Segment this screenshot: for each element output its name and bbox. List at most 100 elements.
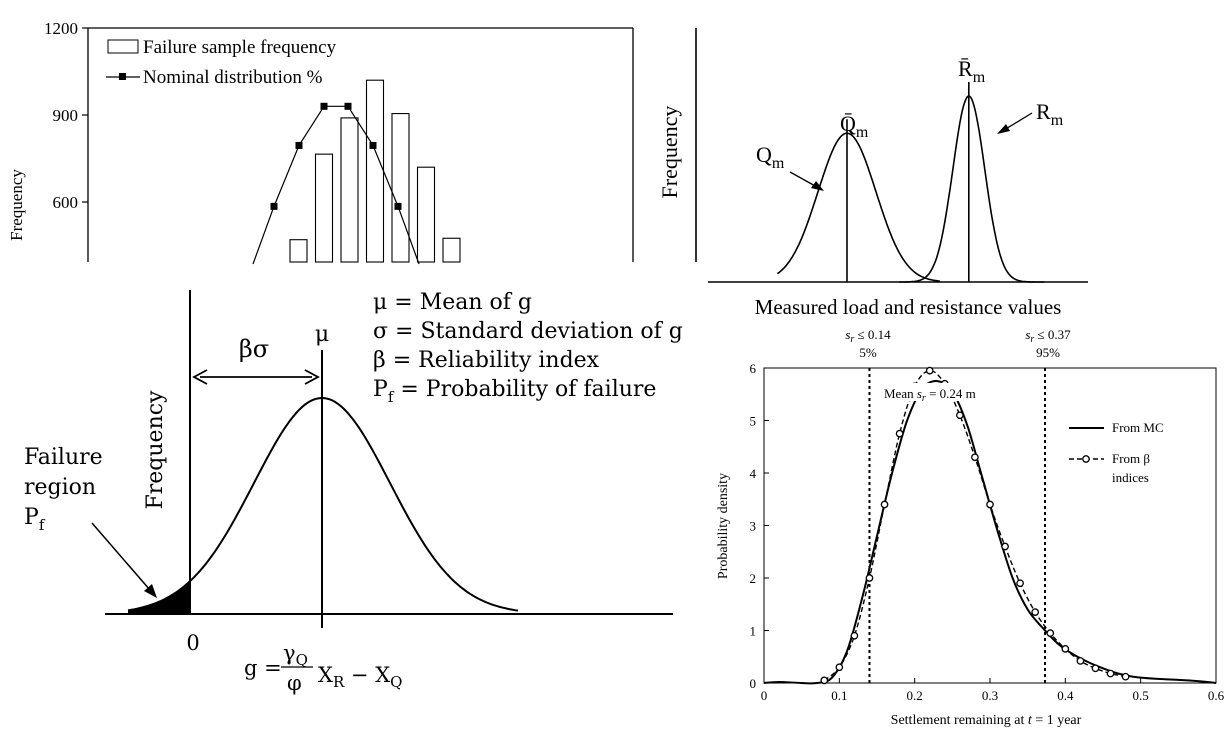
- beta-point: [956, 411, 964, 420]
- mu-label: μ: [315, 322, 329, 347]
- nominal-distribution-point: [344, 102, 352, 110]
- zero-label: 0: [186, 631, 199, 655]
- histogram-bars: [289, 79, 461, 263]
- beta-point: [820, 676, 829, 685]
- histogram-y-tick-label: 900: [53, 106, 79, 125]
- rm-curve-label: Rm: [1036, 99, 1064, 129]
- beta-point: [835, 663, 844, 672]
- nominal-distribution-point: [295, 141, 303, 149]
- lr-ylabel: Frequency: [657, 106, 682, 199]
- beta-point: [1076, 657, 1085, 665]
- def-sigma: σ = Standard deviation of g: [373, 319, 683, 344]
- formula-gamma: γQ: [283, 641, 308, 669]
- histogram-bar: [289, 239, 308, 263]
- lower-percentile-label: 5%: [859, 345, 877, 360]
- settlement-y-tick-label: 0: [750, 676, 757, 691]
- beta-point: [895, 429, 904, 438]
- legend-beta-label-1: From β: [1112, 451, 1150, 466]
- beta-point: [1001, 542, 1009, 551]
- histogram-y-tick-label: 600: [53, 193, 79, 212]
- beta-point: [971, 453, 979, 462]
- settlement-x-tick-label: 0.2: [907, 688, 923, 703]
- upper-percentile-value: sr ≤ 0.37: [1025, 327, 1071, 345]
- percentile-lines: [868, 368, 1046, 683]
- def-beta: β = Reliability index: [373, 348, 600, 373]
- settlement-y-tick-label: 5: [750, 414, 757, 429]
- histogram-bar: [314, 153, 334, 263]
- settlement-x-tick-label: 0: [761, 688, 768, 703]
- legend-bar-swatch: [107, 39, 139, 54]
- settlement-xlabel: Settlement remaining at t = 1 year: [891, 713, 1082, 728]
- histogram-y-tick-label: 1200: [44, 19, 78, 38]
- qm-mean-label: Q̄m: [840, 111, 869, 141]
- beta-point: [1016, 579, 1024, 588]
- settlement-x-tick-label: 0.4: [1057, 688, 1074, 703]
- qm-arrow-head: [811, 181, 824, 191]
- failure-region-line1: Failure: [24, 445, 103, 470]
- def-mu: μ = Mean of g: [373, 290, 532, 315]
- series-from-beta-markers: [820, 366, 1130, 685]
- settlement-x-tick-label: 0.3: [982, 688, 998, 703]
- settlement-plot-frame: [763, 367, 1217, 684]
- nominal-distribution-point: [369, 141, 377, 149]
- formula-g: g =: [244, 656, 282, 680]
- nominal-distribution-point: [320, 102, 328, 110]
- failure-region-pf: Pf: [24, 505, 46, 534]
- failure-region-pointer: [91, 522, 151, 591]
- legend-bar-label: Failure sample frequency: [143, 37, 337, 58]
- mean-annotation: Mean sr = 0.24 m: [884, 386, 976, 404]
- qm-curve-label: Qm: [756, 142, 785, 172]
- beta-point: [880, 500, 889, 509]
- nominal-distribution-line: [252, 105, 420, 265]
- beta-point: [865, 574, 874, 582]
- rm-mean-label: R̄m: [958, 56, 986, 86]
- legend-beta-label-2: indices: [1112, 470, 1149, 485]
- beta-point: [1061, 645, 1070, 653]
- histogram-ylabel: Frequency: [7, 169, 26, 241]
- beta-sigma-label: βσ: [239, 335, 269, 363]
- beta-sigma-arrow-left-head: [192, 369, 208, 385]
- lr-xlabel: Measured load and resistance values: [755, 295, 1062, 319]
- histogram-panel: 1200 900 600 Frequency Failure sample freq…: [7, 19, 634, 265]
- histogram-bar: [365, 79, 385, 263]
- rm-arrow-head: [997, 124, 1010, 134]
- beta-sigma-arrow-right-head: [304, 369, 320, 385]
- lower-percentile-value: sr ≤ 0.14: [845, 327, 891, 345]
- beta-point: [1031, 608, 1040, 616]
- upper-percentile-label: 95%: [1036, 345, 1060, 360]
- formula-phi: φ: [287, 671, 302, 695]
- settlement-x-tick-label: 0.5: [1133, 688, 1149, 703]
- def-pf: Pf = Probability of failure: [373, 377, 656, 406]
- beta-point: [850, 631, 859, 640]
- nominal-distribution-markers: [270, 102, 402, 210]
- legend-beta-marker: [1082, 455, 1090, 463]
- load-curve-qm: [776, 132, 940, 282]
- g-ylabel: Frequency: [143, 390, 168, 510]
- reliability-panel: βσ μ Frequency 0 μ = Mean of g σ = Stand…: [24, 290, 683, 695]
- histogram-bar: [391, 113, 410, 263]
- settlement-y-tick-label: 1: [750, 624, 757, 639]
- histogram-bar: [416, 166, 436, 263]
- beta-point: [1121, 672, 1130, 681]
- histogram-bar: [340, 117, 359, 263]
- nominal-distribution-point: [394, 202, 402, 210]
- formula-rhs: XR − XQ: [318, 663, 402, 691]
- settlement-y-tick-label: 6: [750, 361, 757, 376]
- settlement-y-tick-label: 3: [750, 519, 757, 534]
- failure-region-line2: region: [24, 475, 96, 500]
- beta-point: [986, 500, 994, 509]
- settlement-x-tick-label: 0.6: [1208, 688, 1225, 703]
- g-formula: g = γQ φ XR − XQ: [244, 641, 402, 695]
- qm-arrow: [789, 171, 818, 188]
- beta-point: [1046, 629, 1055, 637]
- settlement-x-tick-label: 0.1: [831, 688, 847, 703]
- failure-region-fill: [128, 581, 190, 614]
- settlement-y-tick-label: 4: [750, 466, 757, 481]
- load-resistance-panel: Frequency Measured load and resistance v…: [657, 28, 1088, 319]
- mean-annotation-bg: [882, 383, 1008, 401]
- legend-line-marker: [119, 73, 126, 80]
- beta-point: [925, 366, 934, 375]
- settlement-y-tick-label: 2: [750, 571, 757, 586]
